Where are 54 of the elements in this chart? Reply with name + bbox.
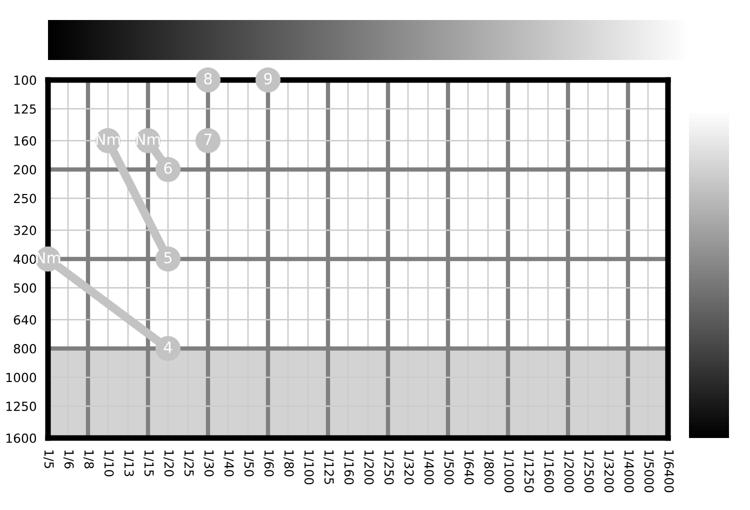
y-tick-label: 1250 bbox=[6, 402, 36, 412]
x-tick-label: 1/4000 bbox=[623, 450, 634, 492]
y-tick-label: 200 bbox=[14, 164, 36, 174]
y-tick-label: 640 bbox=[14, 315, 36, 325]
x-tick-label: 1/25 bbox=[183, 450, 194, 476]
x-tick-label: 1/640 bbox=[463, 450, 474, 484]
x-tick-label: 1/80 bbox=[283, 450, 294, 476]
y-tick-label: 320 bbox=[14, 226, 36, 236]
x-tick-label: 1/15 bbox=[143, 450, 154, 476]
y-tick-label: 800 bbox=[14, 344, 36, 354]
x-tick-label: 1/500 bbox=[443, 450, 454, 484]
x-tick-label: 1/13 bbox=[123, 450, 134, 476]
x-tick-label: 1/800 bbox=[483, 450, 494, 484]
y-tick-label: 125 bbox=[14, 104, 36, 114]
x-tick-label: 1/60 bbox=[263, 450, 274, 476]
x-tick-label: 1/250 bbox=[383, 450, 394, 484]
x-tick-label: 1/100 bbox=[303, 450, 314, 484]
annotation: 4 bbox=[164, 342, 172, 353]
x-tick-label: 1/400 bbox=[423, 450, 434, 484]
annotation: 5 bbox=[164, 252, 172, 264]
y-tick-label: 250 bbox=[14, 194, 36, 204]
x-tick-label: 1/2000 bbox=[563, 450, 574, 492]
x-tick-label: 1/1250 bbox=[523, 450, 534, 492]
x-tick-label: 1/160 bbox=[343, 450, 354, 484]
x-tick-label: 1/20 bbox=[163, 450, 174, 476]
x-tick-label: 1/30 bbox=[203, 450, 214, 476]
y-tick-label: 400 bbox=[14, 254, 36, 264]
x-tick-label: 1/320 bbox=[403, 450, 414, 484]
x-tick-label: 1/40 bbox=[223, 450, 234, 476]
x-tick-label: 1/5000 bbox=[643, 450, 654, 492]
y-tick-label: 1000 bbox=[6, 372, 36, 382]
y-tick-label: 500 bbox=[14, 283, 36, 293]
annotation: 6 bbox=[164, 162, 172, 174]
y-tick-label: 1600 bbox=[6, 433, 36, 443]
y-tick-label: 100 bbox=[14, 75, 36, 85]
annotation: Nm bbox=[96, 134, 120, 145]
x-tick-label: 1/200 bbox=[363, 450, 374, 484]
x-tick-label: 1/8 bbox=[83, 450, 94, 468]
x-tick-label: 1/6 bbox=[63, 450, 74, 468]
x-tick-label: 1/6400 bbox=[663, 450, 674, 492]
x-tick-label: 1/125 bbox=[323, 450, 334, 484]
annotation: 8 bbox=[204, 72, 212, 84]
y-tick-label: 160 bbox=[14, 136, 36, 146]
x-tick-label: 1/1600 bbox=[543, 450, 554, 492]
annotation: 9 bbox=[264, 72, 272, 84]
annotation: Nm bbox=[136, 134, 160, 145]
x-tick-label: 1/5 bbox=[43, 450, 54, 468]
x-tick-label: 1/1000 bbox=[503, 450, 514, 492]
annotation: Nm bbox=[36, 252, 60, 264]
annotation: 7 bbox=[204, 134, 212, 145]
x-tick-label: 1/3200 bbox=[603, 450, 614, 492]
x-tick-label: 1/10 bbox=[103, 450, 114, 476]
x-tick-label: 1/2500 bbox=[583, 450, 594, 492]
x-tick-label: 1/50 bbox=[243, 450, 254, 476]
